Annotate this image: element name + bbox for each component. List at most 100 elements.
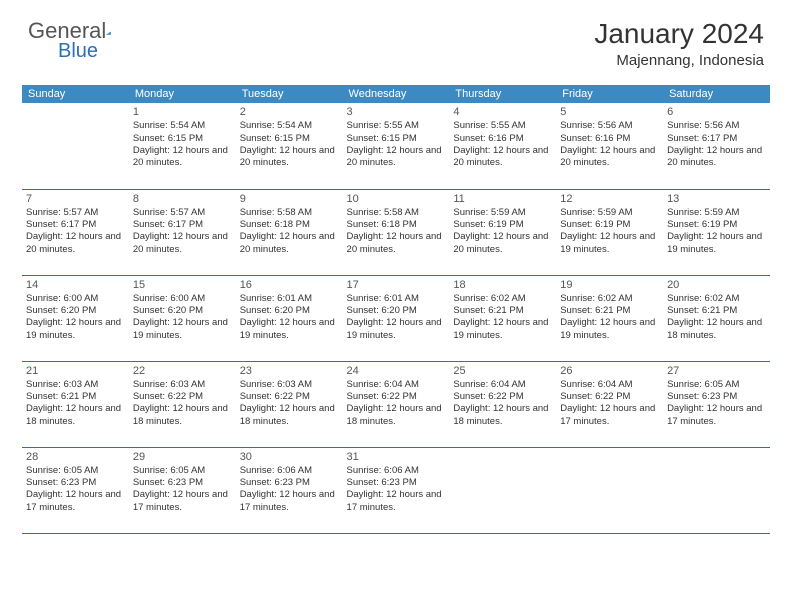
day-details: Sunrise: 6:04 AMSunset: 6:22 PMDaylight:… (453, 379, 552, 428)
day-number: 19 (560, 278, 659, 292)
day-details: Sunrise: 5:55 AMSunset: 6:16 PMDaylight:… (453, 120, 552, 169)
calendar-row: 21Sunrise: 6:03 AMSunset: 6:21 PMDayligh… (22, 361, 770, 447)
weekday-header: Thursday (449, 85, 556, 103)
day-details: Sunrise: 6:01 AMSunset: 6:20 PMDaylight:… (347, 293, 446, 342)
day-number: 13 (667, 192, 766, 206)
day-number: 15 (133, 278, 232, 292)
day-details: Sunrise: 5:55 AMSunset: 6:15 PMDaylight:… (347, 120, 446, 169)
calendar-cell: 17Sunrise: 6:01 AMSunset: 6:20 PMDayligh… (343, 275, 450, 361)
day-number: 24 (347, 364, 446, 378)
day-details: Sunrise: 5:54 AMSunset: 6:15 PMDaylight:… (133, 120, 232, 169)
day-details: Sunrise: 5:58 AMSunset: 6:18 PMDaylight:… (240, 207, 339, 256)
calendar-cell: 11Sunrise: 5:59 AMSunset: 6:19 PMDayligh… (449, 189, 556, 275)
day-number: 12 (560, 192, 659, 206)
day-number: 21 (26, 364, 125, 378)
logo-triangle-icon (106, 24, 111, 42)
day-details: Sunrise: 6:05 AMSunset: 6:23 PMDaylight:… (667, 379, 766, 428)
day-details: Sunrise: 5:59 AMSunset: 6:19 PMDaylight:… (667, 207, 766, 256)
calendar-cell: 20Sunrise: 6:02 AMSunset: 6:21 PMDayligh… (663, 275, 770, 361)
calendar-cell: 21Sunrise: 6:03 AMSunset: 6:21 PMDayligh… (22, 361, 129, 447)
day-number: 10 (347, 192, 446, 206)
logo-text-blue: Blue (58, 40, 98, 63)
day-number: 1 (133, 105, 232, 119)
calendar-row: 14Sunrise: 6:00 AMSunset: 6:20 PMDayligh… (22, 275, 770, 361)
day-details: Sunrise: 6:03 AMSunset: 6:22 PMDaylight:… (240, 379, 339, 428)
calendar-cell: 12Sunrise: 5:59 AMSunset: 6:19 PMDayligh… (556, 189, 663, 275)
calendar-cell: 16Sunrise: 6:01 AMSunset: 6:20 PMDayligh… (236, 275, 343, 361)
day-details: Sunrise: 6:00 AMSunset: 6:20 PMDaylight:… (26, 293, 125, 342)
calendar-cell: 31Sunrise: 6:06 AMSunset: 6:23 PMDayligh… (343, 447, 450, 533)
day-number: 18 (453, 278, 552, 292)
day-details: Sunrise: 5:59 AMSunset: 6:19 PMDaylight:… (453, 207, 552, 256)
calendar-cell: 24Sunrise: 6:04 AMSunset: 6:22 PMDayligh… (343, 361, 450, 447)
day-number: 17 (347, 278, 446, 292)
day-number: 28 (26, 450, 125, 464)
day-number: 5 (560, 105, 659, 119)
calendar-cell: 23Sunrise: 6:03 AMSunset: 6:22 PMDayligh… (236, 361, 343, 447)
calendar-row: 1Sunrise: 5:54 AMSunset: 6:15 PMDaylight… (22, 103, 770, 189)
calendar-cell: 27Sunrise: 6:05 AMSunset: 6:23 PMDayligh… (663, 361, 770, 447)
calendar-cell: 8Sunrise: 5:57 AMSunset: 6:17 PMDaylight… (129, 189, 236, 275)
day-details: Sunrise: 5:57 AMSunset: 6:17 PMDaylight:… (133, 207, 232, 256)
calendar-table: SundayMondayTuesdayWednesdayThursdayFrid… (22, 85, 770, 534)
month-title: January 2024 (594, 18, 764, 50)
day-number: 29 (133, 450, 232, 464)
calendar-cell: 25Sunrise: 6:04 AMSunset: 6:22 PMDayligh… (449, 361, 556, 447)
day-details: Sunrise: 5:59 AMSunset: 6:19 PMDaylight:… (560, 207, 659, 256)
calendar-cell: 30Sunrise: 6:06 AMSunset: 6:23 PMDayligh… (236, 447, 343, 533)
day-details: Sunrise: 5:56 AMSunset: 6:16 PMDaylight:… (560, 120, 659, 169)
day-details: Sunrise: 6:06 AMSunset: 6:23 PMDaylight:… (240, 465, 339, 514)
day-details: Sunrise: 5:56 AMSunset: 6:17 PMDaylight:… (667, 120, 766, 169)
day-details: Sunrise: 6:03 AMSunset: 6:21 PMDaylight:… (26, 379, 125, 428)
logo: General Blue (28, 18, 134, 44)
calendar-body: 1Sunrise: 5:54 AMSunset: 6:15 PMDaylight… (22, 103, 770, 533)
calendar-cell (22, 103, 129, 189)
day-number: 31 (347, 450, 446, 464)
calendar-row: 28Sunrise: 6:05 AMSunset: 6:23 PMDayligh… (22, 447, 770, 533)
day-number: 22 (133, 364, 232, 378)
weekday-header: Monday (129, 85, 236, 103)
day-details: Sunrise: 6:05 AMSunset: 6:23 PMDaylight:… (26, 465, 125, 514)
calendar-cell: 28Sunrise: 6:05 AMSunset: 6:23 PMDayligh… (22, 447, 129, 533)
day-details: Sunrise: 6:02 AMSunset: 6:21 PMDaylight:… (667, 293, 766, 342)
weekday-header-row: SundayMondayTuesdayWednesdayThursdayFrid… (22, 85, 770, 103)
day-number: 6 (667, 105, 766, 119)
day-number: 3 (347, 105, 446, 119)
day-number: 4 (453, 105, 552, 119)
day-details: Sunrise: 6:03 AMSunset: 6:22 PMDaylight:… (133, 379, 232, 428)
calendar-cell (663, 447, 770, 533)
calendar-cell: 22Sunrise: 6:03 AMSunset: 6:22 PMDayligh… (129, 361, 236, 447)
day-number: 9 (240, 192, 339, 206)
day-number: 26 (560, 364, 659, 378)
day-number: 23 (240, 364, 339, 378)
day-details: Sunrise: 6:04 AMSunset: 6:22 PMDaylight:… (560, 379, 659, 428)
calendar-cell (556, 447, 663, 533)
calendar-cell: 15Sunrise: 6:00 AMSunset: 6:20 PMDayligh… (129, 275, 236, 361)
weekday-header: Saturday (663, 85, 770, 103)
day-details: Sunrise: 5:58 AMSunset: 6:18 PMDaylight:… (347, 207, 446, 256)
calendar-cell: 13Sunrise: 5:59 AMSunset: 6:19 PMDayligh… (663, 189, 770, 275)
day-details: Sunrise: 5:54 AMSunset: 6:15 PMDaylight:… (240, 120, 339, 169)
calendar-cell: 26Sunrise: 6:04 AMSunset: 6:22 PMDayligh… (556, 361, 663, 447)
calendar-cell: 9Sunrise: 5:58 AMSunset: 6:18 PMDaylight… (236, 189, 343, 275)
calendar-cell: 5Sunrise: 5:56 AMSunset: 6:16 PMDaylight… (556, 103, 663, 189)
location: Majennang, Indonesia (594, 52, 764, 69)
day-details: Sunrise: 6:02 AMSunset: 6:21 PMDaylight:… (453, 293, 552, 342)
calendar-cell: 18Sunrise: 6:02 AMSunset: 6:21 PMDayligh… (449, 275, 556, 361)
calendar-cell: 19Sunrise: 6:02 AMSunset: 6:21 PMDayligh… (556, 275, 663, 361)
day-number: 16 (240, 278, 339, 292)
calendar-cell (449, 447, 556, 533)
calendar-cell: 7Sunrise: 5:57 AMSunset: 6:17 PMDaylight… (22, 189, 129, 275)
calendar-cell: 2Sunrise: 5:54 AMSunset: 6:15 PMDaylight… (236, 103, 343, 189)
day-number: 14 (26, 278, 125, 292)
day-details: Sunrise: 6:01 AMSunset: 6:20 PMDaylight:… (240, 293, 339, 342)
weekday-header: Sunday (22, 85, 129, 103)
weekday-header: Friday (556, 85, 663, 103)
calendar-cell: 3Sunrise: 5:55 AMSunset: 6:15 PMDaylight… (343, 103, 450, 189)
day-number: 25 (453, 364, 552, 378)
day-number: 30 (240, 450, 339, 464)
day-details: Sunrise: 6:00 AMSunset: 6:20 PMDaylight:… (133, 293, 232, 342)
day-number: 27 (667, 364, 766, 378)
day-number: 7 (26, 192, 125, 206)
day-number: 11 (453, 192, 552, 206)
